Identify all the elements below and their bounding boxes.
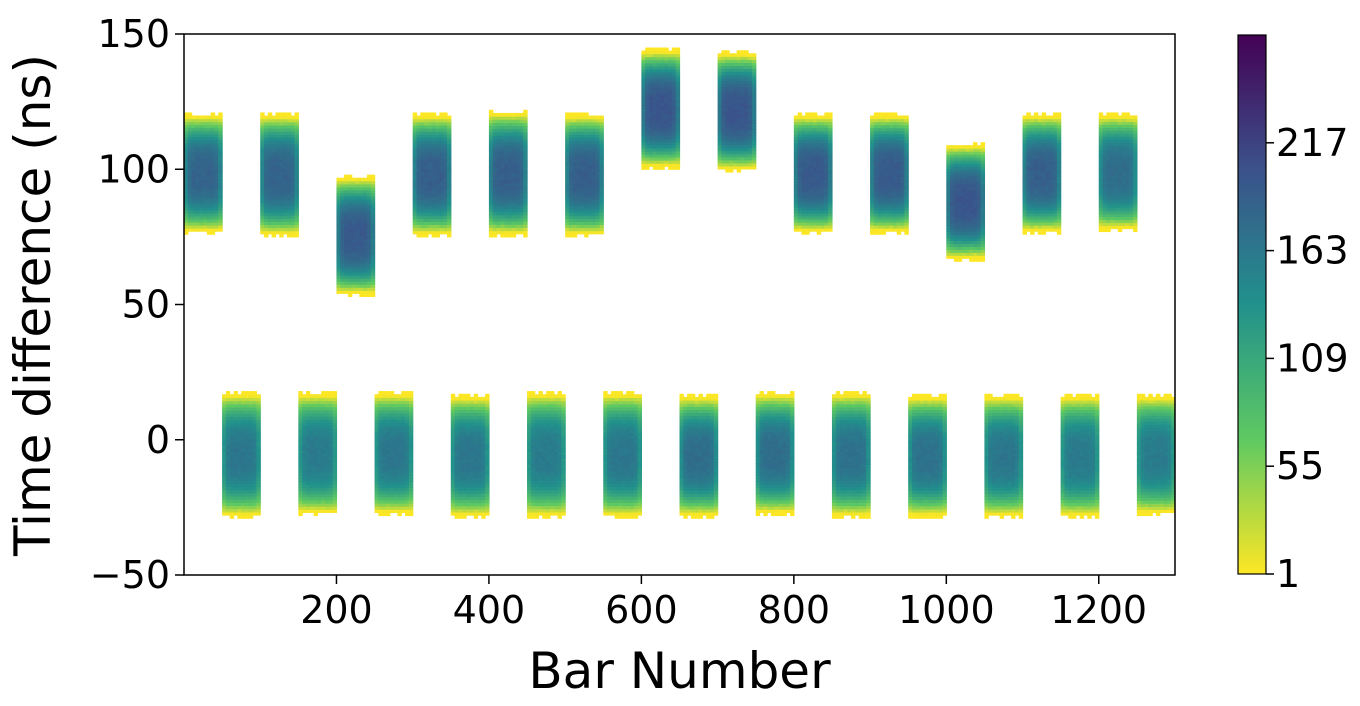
lower-cluster-13 xyxy=(1136,393,1175,517)
upper-cluster-6 xyxy=(565,112,604,238)
lower-cluster-7 xyxy=(679,393,719,519)
x-axis-label: Bar Number xyxy=(528,642,831,700)
y-axis-label: Time difference (ns) xyxy=(4,54,62,557)
x-tick-label: 200 xyxy=(300,588,373,632)
heatmap-clusters xyxy=(184,47,1175,519)
lower-cluster-11 xyxy=(984,393,1024,519)
lower-cluster-2 xyxy=(298,391,338,517)
upper-cluster-10 xyxy=(870,112,909,235)
x-tick-label: 600 xyxy=(605,588,678,632)
lower-cluster-4 xyxy=(450,393,490,519)
x-tick-label: 800 xyxy=(758,588,831,632)
upper-cluster-3 xyxy=(336,174,376,297)
upper-cluster-4 xyxy=(412,112,452,238)
upper-cluster-11 xyxy=(946,142,986,262)
colorbar-tick-label: 55 xyxy=(1276,444,1324,488)
x-tick-label: 400 xyxy=(453,588,526,632)
y-tick-label: −50 xyxy=(90,553,170,597)
upper-cluster-13 xyxy=(1098,112,1138,233)
y-axis: −50 0 50 100 150 xyxy=(90,12,184,597)
x-tick-label: 1200 xyxy=(1050,588,1147,632)
upper-cluster-2 xyxy=(260,112,299,238)
x-axis: 200 400 600 800 1000 1200 xyxy=(300,575,1147,632)
y-tick-label: 150 xyxy=(97,12,170,56)
lower-cluster-12 xyxy=(1060,393,1100,519)
y-tick-label: 50 xyxy=(122,283,170,327)
lower-cluster-5 xyxy=(527,391,566,519)
lower-cluster-9 xyxy=(831,391,871,519)
colorbar-gradient xyxy=(1237,34,1267,575)
upper-cluster-5 xyxy=(488,109,528,238)
upper-cluster-1 xyxy=(184,112,223,235)
y-tick-label: 0 xyxy=(146,418,170,462)
colorbar-tick-label: 109 xyxy=(1276,336,1349,380)
upper-cluster-7 xyxy=(641,47,681,170)
lower-cluster-6 xyxy=(603,391,642,519)
lower-cluster-1 xyxy=(222,391,261,519)
colorbar-tick-label: 1 xyxy=(1276,552,1300,596)
colorbar-tick-label: 217 xyxy=(1276,121,1349,165)
upper-cluster-12 xyxy=(1022,112,1062,235)
lower-cluster-10 xyxy=(908,393,947,519)
upper-cluster-8 xyxy=(717,50,757,173)
y-tick-label: 100 xyxy=(97,147,170,191)
colorbar-tick-label: 163 xyxy=(1276,229,1349,273)
upper-cluster-9 xyxy=(793,112,833,235)
lower-cluster-3 xyxy=(374,391,414,517)
lower-cluster-8 xyxy=(755,391,795,517)
colorbar: 1 55 109 163 217 xyxy=(1237,34,1349,596)
x-tick-label: 1000 xyxy=(898,588,995,632)
colorbar-ticks: 1 55 109 163 217 xyxy=(1266,121,1349,596)
